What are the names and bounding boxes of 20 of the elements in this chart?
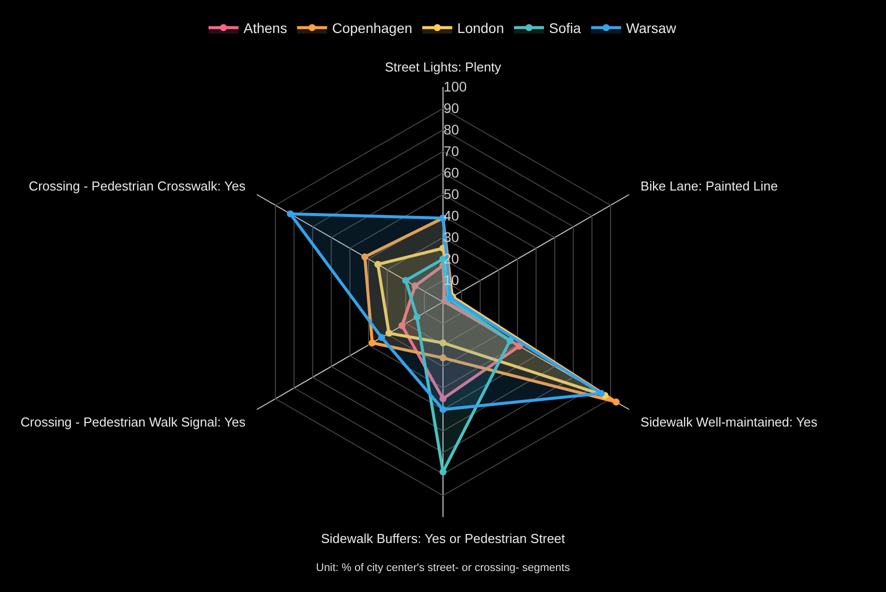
text: Unit: % of city center's street- or crossing- segments — [316, 562, 570, 574]
y-tick-label: 70 — [444, 143, 460, 160]
y-tick-label: 10 — [444, 272, 460, 288]
y-tick-label: 90 — [444, 100, 460, 116]
y-tick-label: 100 — [444, 78, 468, 95]
spoke-label: Street Lights: Plenty — [384, 59, 502, 74]
y-tick-label: 40 — [444, 208, 460, 224]
legend-label: London — [457, 20, 504, 36]
spoke-label: Crossing - Pedestrian Crosswalk: Yes — [28, 178, 246, 194]
spoke-label: Sidewalk Buffers: Yes or Pedestrian Street — [320, 531, 566, 546]
spoke-label: Bike Lane: Painted Line — [640, 178, 778, 194]
legend-label: Athens — [244, 20, 288, 36]
spoke-label: Crossing - Pedestrian Walk Signal: Yes — [20, 414, 246, 430]
y-tick-label: 50 — [444, 186, 460, 202]
legend-label: Copenhagen — [332, 20, 412, 36]
spoke-label: Sidewalk Well-maintained: Yes — [640, 414, 818, 430]
legend-label: Warsaw — [626, 20, 678, 36]
y-tick-label: 60 — [444, 164, 460, 181]
y-tick-label: 80 — [444, 122, 460, 138]
legend-label: Sofia — [549, 20, 582, 36]
